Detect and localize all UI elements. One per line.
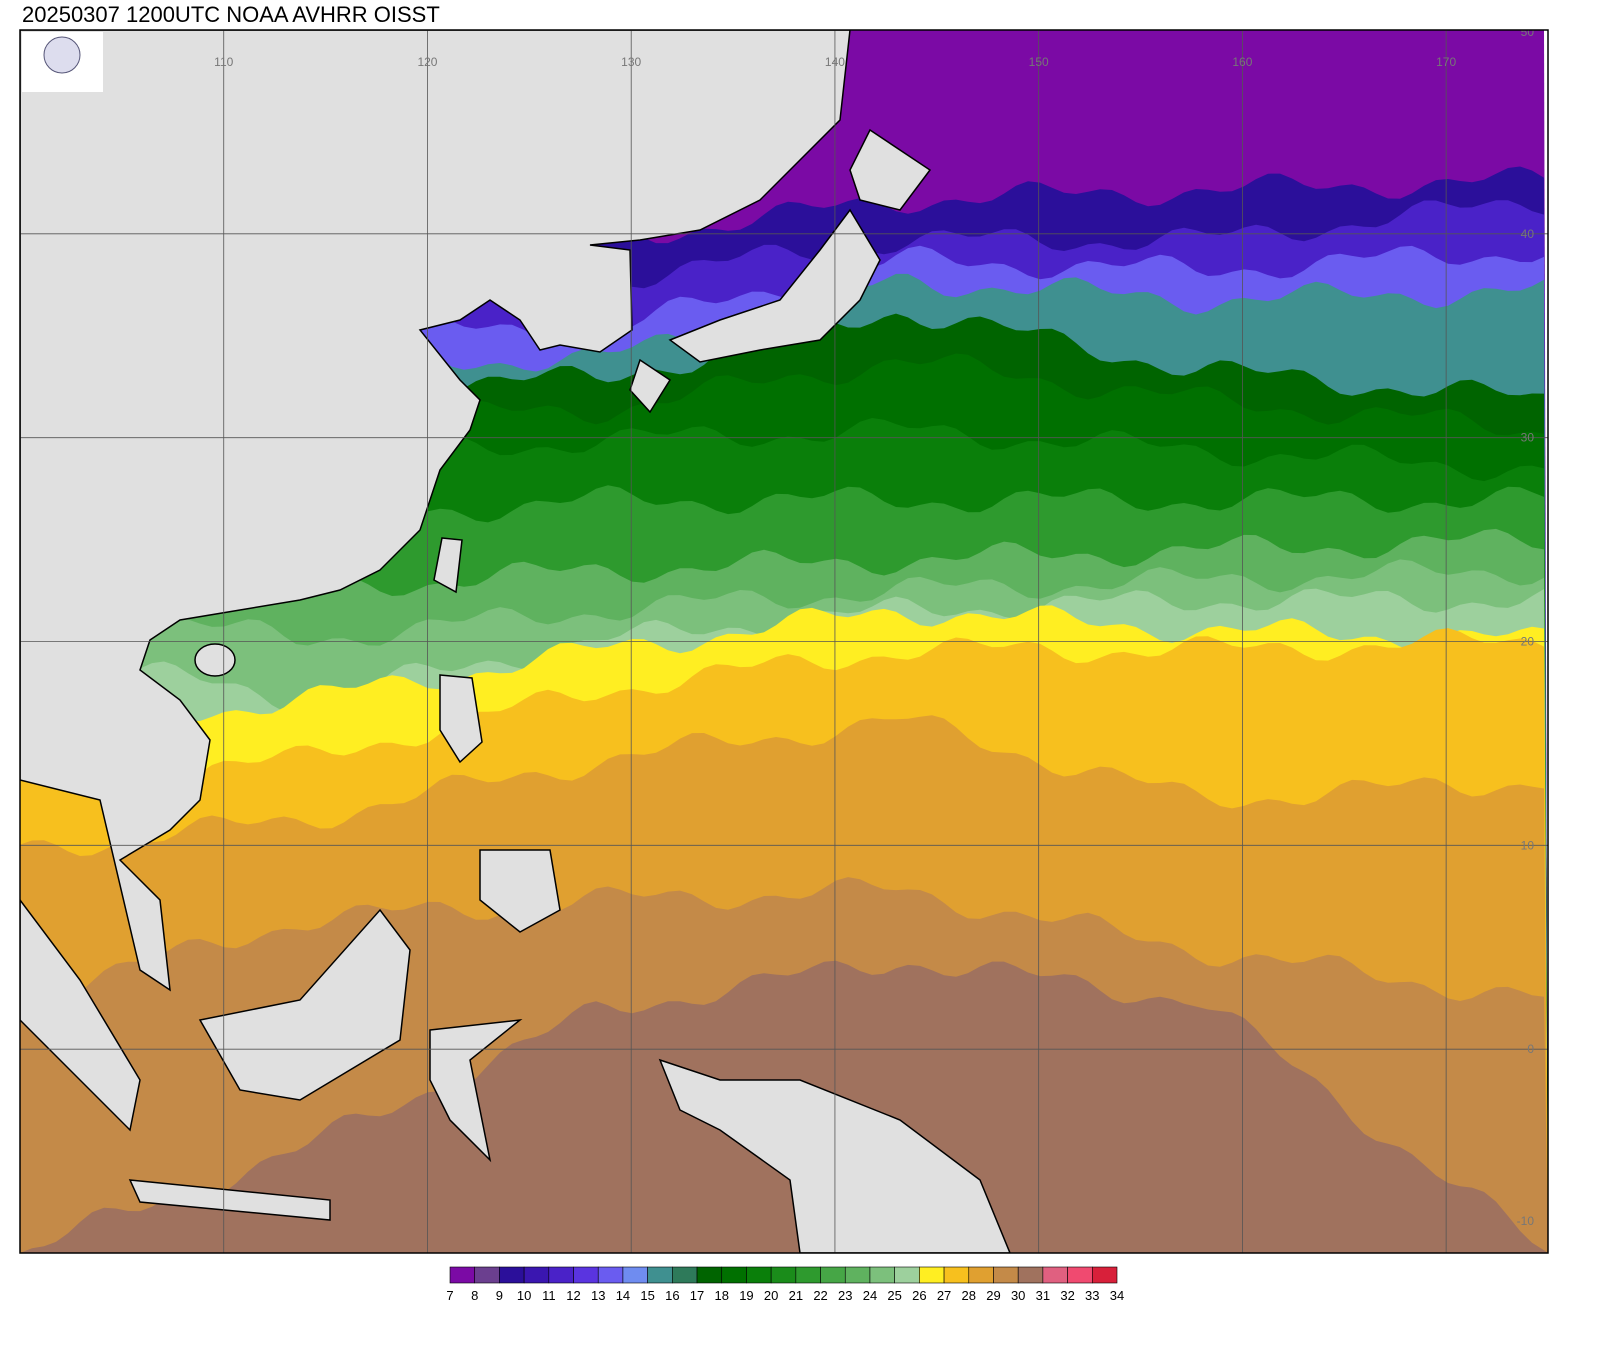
logo-emblem: [43, 36, 81, 74]
luzon: [439, 674, 483, 764]
colorbar-label: 33: [1085, 1288, 1099, 1303]
colorbar-box: [1042, 1266, 1068, 1284]
lon-label: 110: [214, 55, 233, 69]
colorbar-label: 27: [937, 1288, 951, 1303]
colorbar-label: 15: [640, 1288, 654, 1303]
colorbar-box: [474, 1266, 500, 1284]
colorbar-label: 10: [517, 1288, 531, 1303]
colorbar-label: 13: [591, 1288, 605, 1303]
colorbar-box: [622, 1266, 648, 1284]
lon-label: 120: [417, 55, 437, 69]
colorbar-box: [943, 1266, 970, 1284]
mindanao: [479, 849, 561, 933]
colorbar-box: [696, 1266, 723, 1284]
colorbar-box: [820, 1266, 846, 1284]
colorbar-box: [672, 1266, 698, 1284]
colorbar-box: [795, 1266, 821, 1284]
colorbar-label: 22: [813, 1288, 827, 1303]
colorbar-label: 32: [1060, 1288, 1074, 1303]
sulawesi: [429, 1018, 523, 1163]
honshu: [668, 208, 881, 363]
lat-label: 10: [1521, 838, 1535, 852]
hainan: [194, 643, 236, 677]
colorbar-label: 17: [690, 1288, 704, 1303]
colorbar-box: [1091, 1266, 1118, 1284]
colorbar-label: 7: [446, 1288, 453, 1303]
colorbar-box: [523, 1266, 550, 1284]
lon-label: 130: [621, 55, 641, 69]
colorbar-box: [499, 1266, 525, 1284]
colorbar-label: 16: [665, 1288, 679, 1303]
colorbar-label: 31: [1036, 1288, 1050, 1303]
colorbar-box: [968, 1266, 994, 1284]
colorbar-label: 28: [962, 1288, 976, 1303]
colorbar-label: 24: [863, 1288, 877, 1303]
colorbar-box: [647, 1266, 673, 1284]
lat-label: 30: [1521, 431, 1535, 445]
lat-label: 50: [1521, 25, 1535, 39]
colorbar-label: 9: [496, 1288, 503, 1303]
colorbar-label: 18: [715, 1288, 729, 1303]
title: 20250307 1200UTC NOAA AVHRR OISST: [22, 2, 440, 27]
colorbar-label: 12: [566, 1288, 580, 1303]
hokkaido: [849, 128, 932, 211]
colorbar-box: [844, 1266, 871, 1284]
colorbar-label: 23: [838, 1288, 852, 1303]
colorbar-label: 34: [1110, 1288, 1124, 1303]
colorbar-box: [919, 1266, 945, 1284]
lon-label: 150: [1029, 55, 1049, 69]
map: 110 120 130 140 150 160 170 50 40 30 20 10 0 -10: [20, 25, 1548, 1253]
kyushu: [629, 358, 672, 414]
colorbar-box: [449, 1266, 476, 1284]
colorbar-box: [597, 1266, 624, 1284]
colorbar-box: [894, 1266, 920, 1284]
sumatra: [20, 898, 141, 1132]
colorbar-label: 14: [616, 1288, 630, 1303]
lat-label: 40: [1521, 227, 1535, 241]
borneo: [198, 908, 411, 1101]
colorbar-label: 26: [912, 1288, 926, 1303]
colorbar: 7 8 9 10 11 12 13 14 15 16 17 18 19 20 21 22 23 24 25 26 27 2…: [446, 1266, 1124, 1303]
colorbar-box: [1067, 1266, 1093, 1284]
lon-label: 160: [1232, 55, 1252, 69]
colorbar-label: 20: [764, 1288, 778, 1303]
java: [128, 1179, 331, 1221]
colorbar-label: 21: [789, 1288, 803, 1303]
colorbar-label: 25: [887, 1288, 901, 1303]
lat-label: 0: [1527, 1042, 1534, 1056]
colorbar-label: 29: [986, 1288, 1000, 1303]
lon-label: 170: [1436, 55, 1456, 69]
lon-label: 140: [825, 55, 845, 69]
taiwan: [433, 537, 463, 594]
frame: [19, 29, 1549, 1254]
colorbar-box: [573, 1266, 599, 1284]
colorbar-box: [746, 1266, 772, 1284]
colorbar-box: [993, 1266, 1019, 1284]
lat-label: -10: [1517, 1214, 1535, 1228]
colorbar-label: 11: [542, 1288, 556, 1303]
colorbar-box: [1017, 1266, 1044, 1284]
colorbar-box: [869, 1266, 895, 1284]
graticule: 110 120 130 140 150 160 170 50 40 30 20 10 0 -10: [20, 25, 1548, 1253]
colorbar-label: 19: [739, 1288, 753, 1303]
colorbar-box: [770, 1266, 797, 1284]
lat-label: 20: [1521, 635, 1535, 649]
colorbar-box: [548, 1266, 574, 1284]
colorbar-label: 30: [1011, 1288, 1025, 1303]
colorbar-box: [721, 1266, 747, 1284]
colorbar-label: 8: [471, 1288, 478, 1303]
